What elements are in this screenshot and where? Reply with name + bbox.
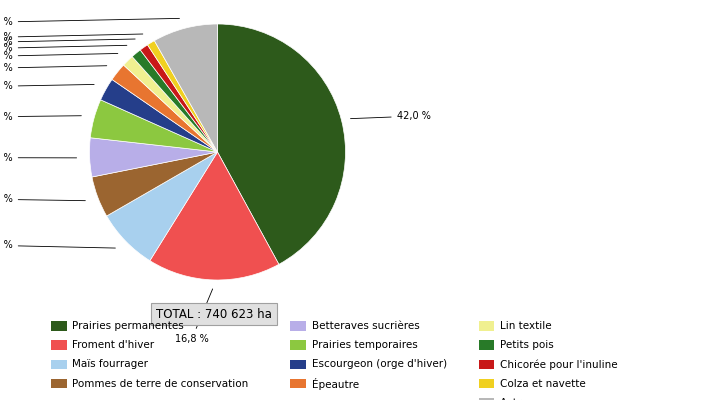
Text: 2,9 %: 2,9 % [0,81,94,91]
Wedge shape [123,56,218,152]
Text: 8,2 %: 8,2 % [0,17,180,27]
Wedge shape [91,100,218,152]
Text: 2,3 %: 2,3 % [0,63,107,73]
Text: TOTAL : 740 623 ha: TOTAL : 740 623 ha [156,308,272,320]
Wedge shape [92,152,218,216]
Text: Betteraves sucrières: Betteraves sucrières [312,321,420,331]
Text: Épeautre: Épeautre [312,378,359,390]
Text: 1,3 %: 1,3 % [0,43,127,53]
Text: Pommes de terre de conservation: Pommes de terre de conservation [72,378,249,389]
Wedge shape [150,152,279,280]
Wedge shape [154,24,217,152]
Text: 1,1 %: 1,1 % [0,37,135,47]
Text: 1,0 %: 1,0 % [0,32,143,42]
Text: 5,2 %: 5,2 % [0,194,86,204]
Wedge shape [107,152,218,261]
Wedge shape [101,80,218,152]
Text: Petits pois: Petits pois [500,340,554,350]
Text: Colza et navette: Colza et navette [500,378,586,389]
Text: 4,9 %: 4,9 % [0,153,77,163]
Text: 42,0 %: 42,0 % [350,111,431,121]
Text: 4,9 %: 4,9 % [0,112,81,122]
Text: Prairies temporaires: Prairies temporaires [312,340,418,350]
Text: Chicorée pour l'inuline: Chicorée pour l'inuline [500,359,618,370]
Wedge shape [112,65,218,152]
Text: Lin textile: Lin textile [500,321,552,331]
Wedge shape [132,50,218,152]
Text: Prairies permanentes: Prairies permanentes [72,321,184,331]
Text: 7,8 %: 7,8 % [0,240,115,250]
Wedge shape [147,41,218,152]
Wedge shape [218,24,346,264]
Wedge shape [89,138,218,177]
Text: Froment d'hiver: Froment d'hiver [72,340,154,350]
Text: Autres: Autres [500,398,534,400]
Text: 1,5 %: 1,5 % [0,51,118,61]
Wedge shape [140,45,218,152]
Text: Escourgeon (orge d'hiver): Escourgeon (orge d'hiver) [312,359,447,370]
Text: Maïs fourrager: Maïs fourrager [72,359,149,370]
Text: 16,8 %: 16,8 % [175,289,212,344]
